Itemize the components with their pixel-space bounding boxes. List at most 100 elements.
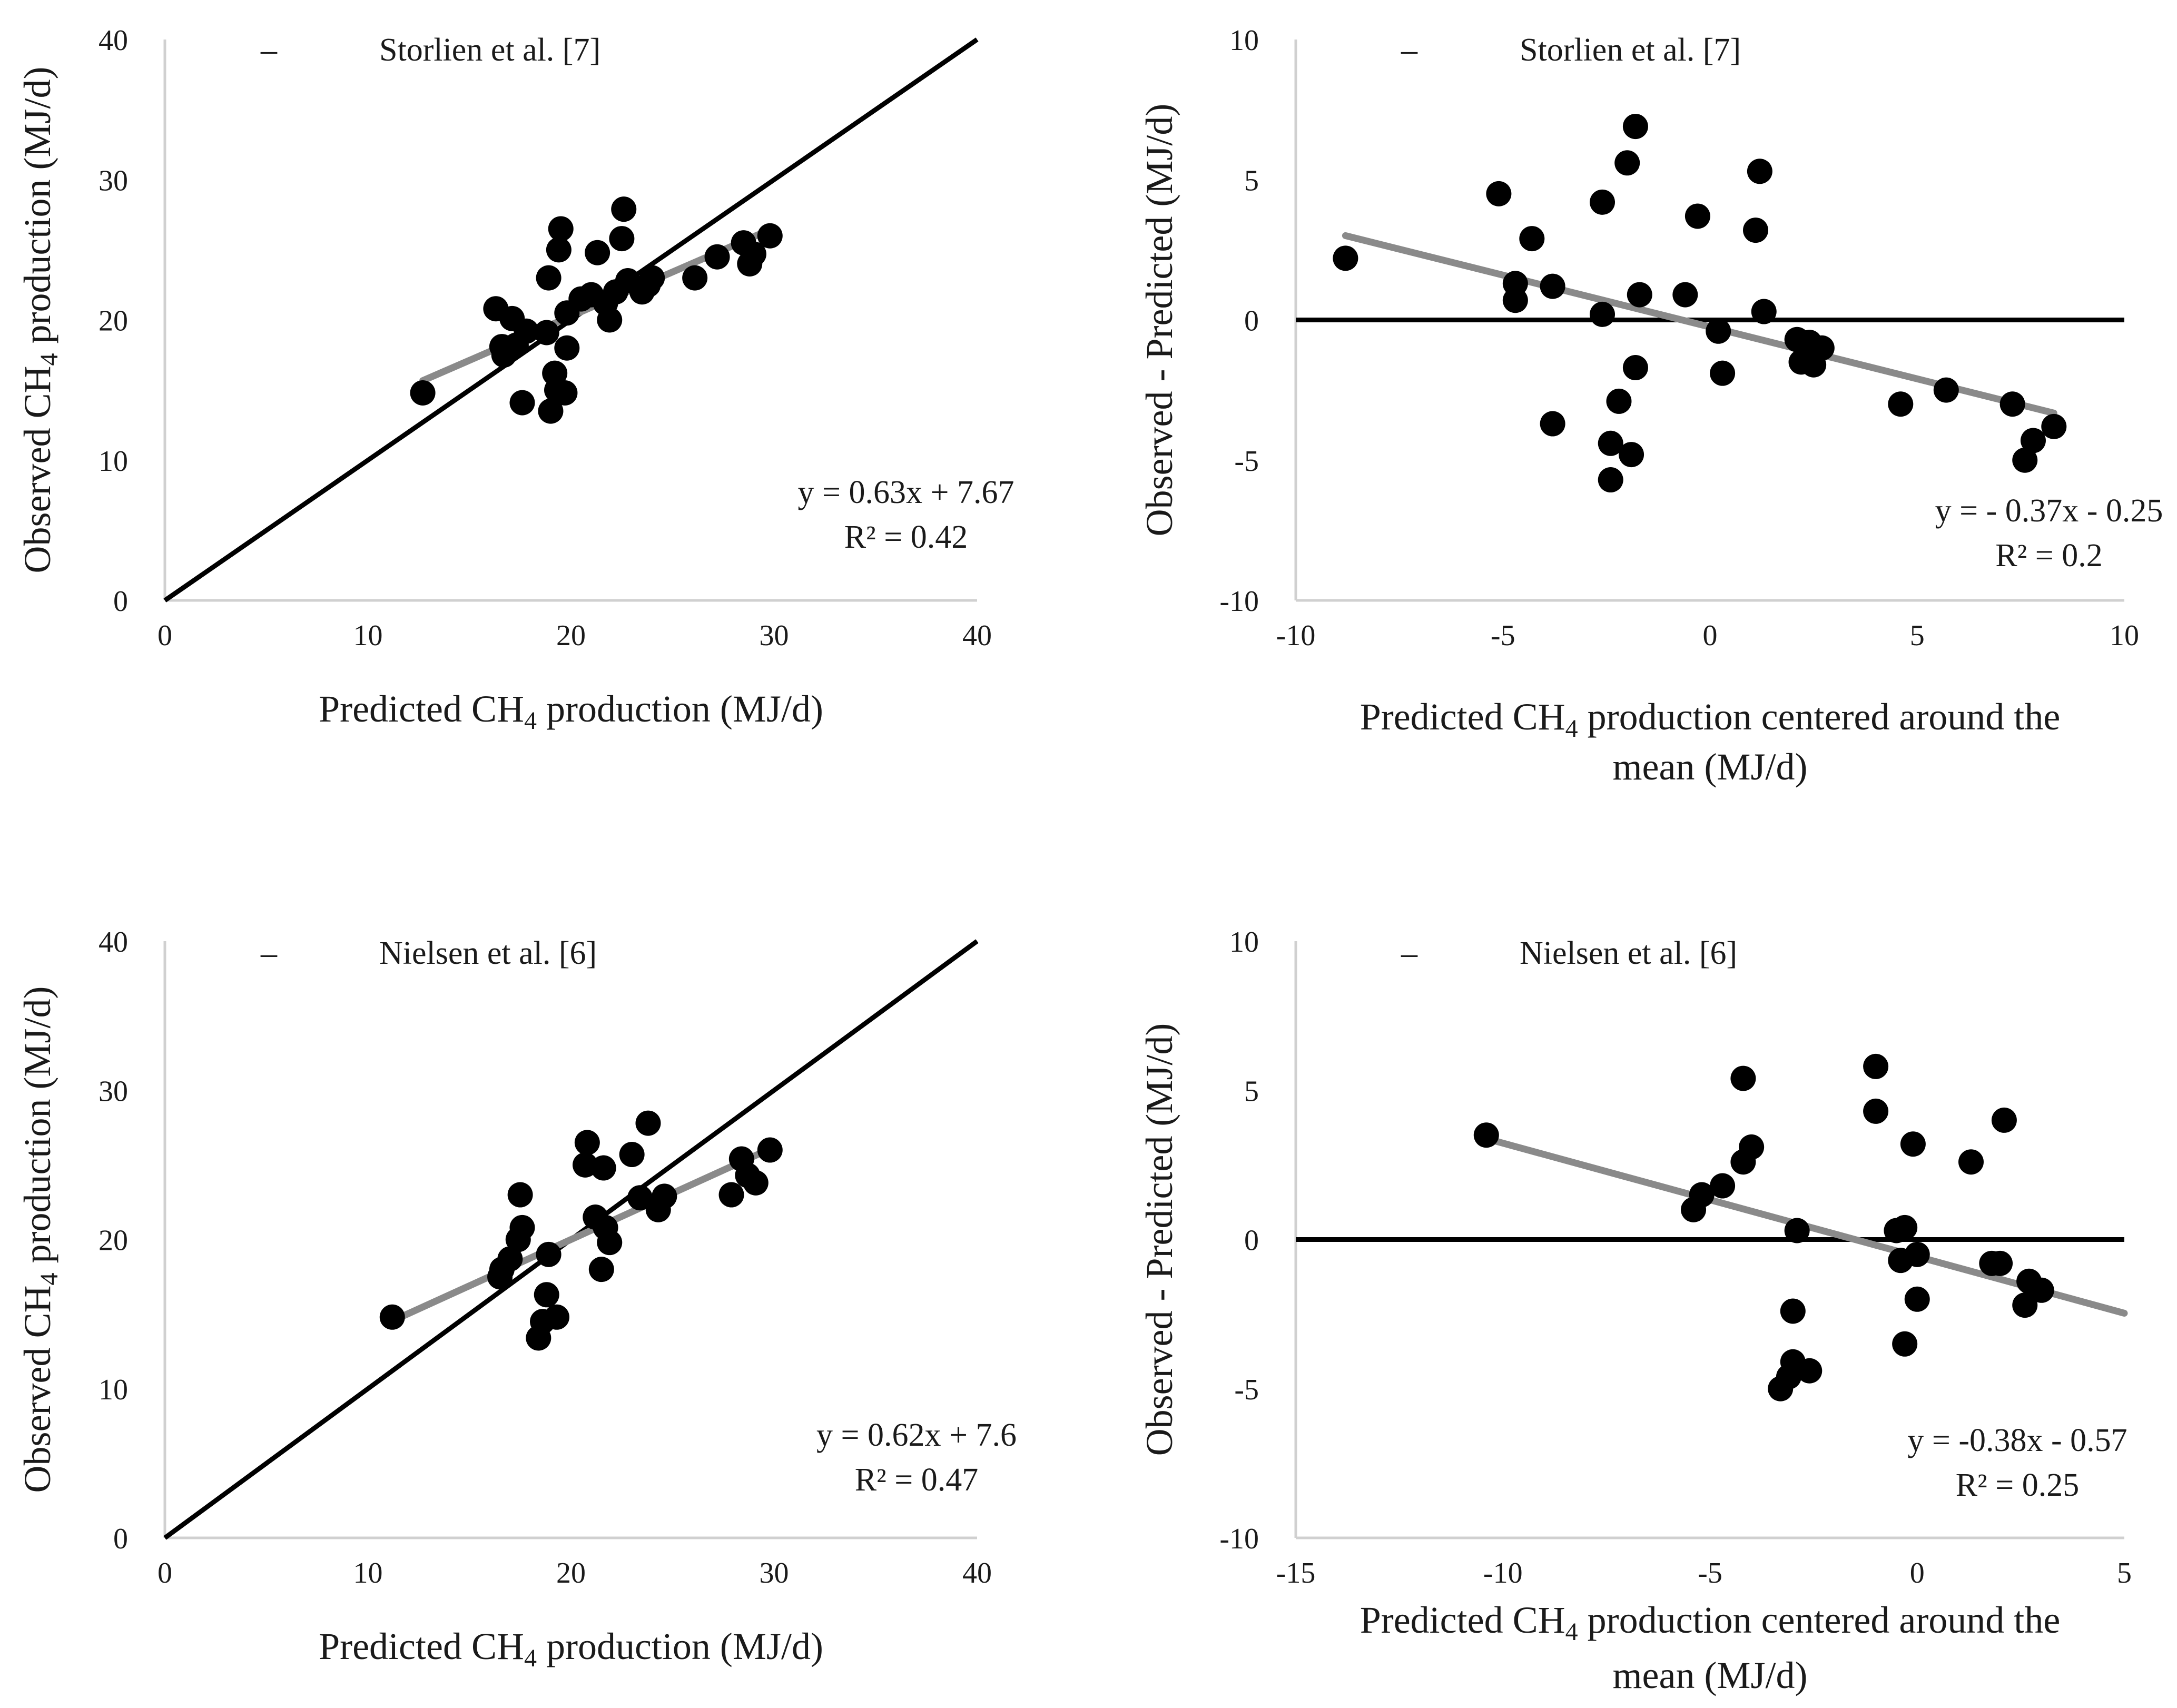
y-tick-label: 0	[1244, 305, 1259, 338]
data-point	[552, 380, 578, 406]
r-squared-label: R² = 0.2	[1995, 538, 2102, 574]
data-point	[1606, 388, 1632, 414]
r-squared-label: R² = 0.47	[855, 1462, 978, 1498]
data-point	[1590, 189, 1615, 215]
data-point	[1904, 1286, 1930, 1312]
data-point	[639, 265, 665, 291]
data-point	[627, 1185, 653, 1211]
trendline	[389, 1144, 776, 1325]
legend-label: Nielsen et al. [6]	[379, 935, 597, 971]
data-point	[1710, 360, 1736, 386]
y-tick-label: 30	[98, 1075, 128, 1108]
r-squared-label: R² = 0.42	[844, 519, 968, 555]
r-squared-label: R² = 0.25	[1956, 1467, 2079, 1503]
y-tick-label: 10	[98, 1374, 128, 1406]
data-point	[1739, 1134, 1765, 1160]
data-point	[538, 398, 564, 424]
data-point	[1622, 114, 1648, 140]
data-point	[2012, 1292, 2038, 1318]
y-axis-title: Observed - Predicted (MJ/d)	[1138, 1023, 1180, 1456]
y-tick-label: -5	[1234, 1374, 1259, 1406]
data-point	[1685, 203, 1710, 229]
data-point	[611, 196, 637, 222]
x-tick-label: 20	[556, 619, 586, 652]
data-point	[1999, 391, 2025, 417]
data-point	[1540, 273, 1565, 299]
y-tick-label: 0	[113, 1523, 128, 1555]
data-point	[2028, 1277, 2054, 1303]
x-axis-title: Predicted CH4 production centered around…	[1360, 696, 2061, 743]
x-axis-title-line2: mean (MJ/d)	[1613, 1654, 1808, 1696]
y-tick-label: 10	[1229, 926, 1259, 959]
x-tick-label: 0	[157, 1557, 172, 1589]
data-point	[534, 1282, 559, 1308]
y-tick-label: 0	[113, 585, 128, 618]
trendline-equation: y = - 0.37x - 0.25	[1935, 493, 2163, 529]
data-point	[743, 1170, 769, 1196]
data-point	[1706, 318, 1731, 344]
y-tick-label: 40	[98, 926, 128, 959]
x-tick-label: 0	[1910, 1557, 1925, 1589]
data-point	[507, 1182, 533, 1208]
y-tick-label: 10	[98, 445, 128, 478]
data-point	[652, 1183, 677, 1209]
data-point	[704, 244, 730, 270]
y-tick-label: -5	[1234, 445, 1259, 478]
data-point	[1598, 467, 1623, 493]
data-point	[1590, 301, 1615, 327]
data-point	[1598, 430, 1623, 456]
x-tick-label: 5	[2117, 1557, 2132, 1589]
data-point	[597, 1230, 623, 1256]
x-tick-label: 0	[1703, 619, 1718, 652]
data-point	[1540, 411, 1565, 437]
data-point	[379, 1304, 405, 1330]
data-point	[718, 1182, 744, 1208]
x-tick-label: -10	[1276, 619, 1316, 652]
chart-panel-top-right: -10 -5 0 5 10 -10 -5 0 5 10 – Storlien et al. [7] y …	[1138, 24, 2163, 788]
data-point	[2041, 413, 2067, 439]
x-tick-label: 40	[962, 1557, 992, 1589]
data-point	[1780, 1298, 1806, 1324]
data-point	[1900, 1131, 1926, 1157]
legend-label: Storlien et al. [7]	[379, 32, 600, 68]
data-point	[597, 307, 623, 333]
data-point	[514, 318, 539, 344]
y-tick-label: 0	[1244, 1225, 1259, 1257]
x-tick-label: 10	[2110, 619, 2139, 652]
data-point	[635, 1110, 661, 1136]
y-axis-title: Observed CH4 production (MJ/d)	[16, 67, 63, 574]
y-tick-label: 10	[1229, 24, 1259, 57]
x-tick-label: 5	[1910, 619, 1925, 652]
x-tick-label: 0	[157, 619, 172, 652]
legend-marker: –	[1401, 32, 1418, 68]
x-axis-title: Predicted CH4 production centered around…	[1360, 1599, 2061, 1646]
y-tick-label: 20	[98, 305, 128, 338]
data-point	[1519, 226, 1545, 252]
x-tick-label: 30	[760, 619, 789, 652]
data-point	[619, 1142, 645, 1168]
y-tick-label: 40	[98, 24, 128, 57]
legend-marker: –	[1401, 935, 1418, 971]
x-tick-label: -10	[1483, 1557, 1523, 1589]
data-point	[574, 1130, 600, 1156]
data-point	[588, 1257, 614, 1282]
data-point	[544, 1304, 570, 1330]
y-tick-label: 20	[98, 1225, 128, 1257]
x-axis-title: Predicted CH4 production (MJ/d)	[319, 1625, 823, 1672]
data-point	[1904, 1241, 1930, 1267]
legend-marker: –	[260, 32, 278, 68]
data-point	[1486, 181, 1512, 206]
legend-marker: –	[260, 935, 278, 971]
data-point	[509, 1215, 535, 1240]
x-tick-label: 20	[556, 1557, 586, 1589]
data-point	[1933, 377, 1959, 403]
x-axis-title: Predicted CH4 production (MJ/d)	[319, 688, 823, 735]
data-point	[1747, 159, 1772, 184]
x-tick-label: -15	[1276, 1557, 1316, 1589]
data-point	[548, 216, 574, 242]
data-point	[1619, 442, 1644, 468]
x-tick-label: -5	[1491, 619, 1515, 652]
data-point	[1689, 1182, 1715, 1208]
y-tick-label: 30	[98, 164, 128, 197]
